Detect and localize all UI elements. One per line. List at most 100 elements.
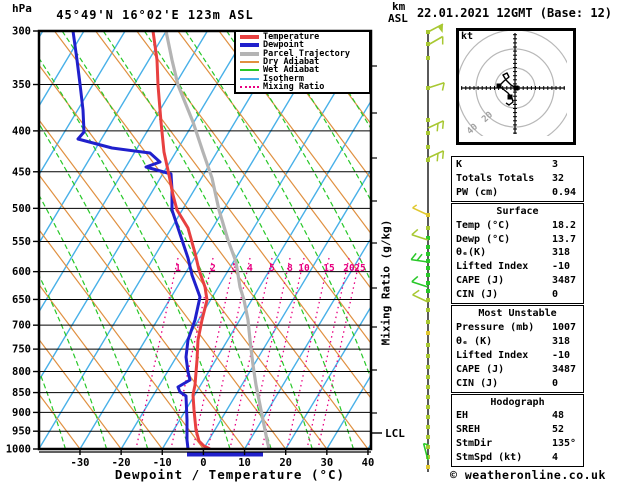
wet-adiabat-line [597, 31, 629, 449]
isotherm-line [79, 32, 332, 448]
pressure-tick-label: 700 [12, 320, 31, 332]
wet-adiabat-line [185, 32, 370, 378]
isotherm-line [40, 32, 208, 312]
mixing-ratio-line [261, 257, 305, 448]
table-row: Dewp (°C) 13.7 [452, 233, 583, 247]
wind-level-dot [426, 395, 430, 399]
isotherm-line [285, 307, 370, 448]
isotherm-line [40, 32, 249, 380]
table-row-label: Temp (°C) [456, 219, 511, 231]
isotherm-line [162, 101, 370, 448]
table-row: Totals Totals 32 [452, 172, 583, 186]
legend-label: Dry Adiabat [263, 57, 320, 68]
wind-level-dot [426, 435, 430, 439]
mixing-ratio-tick-label: 10 [298, 263, 310, 274]
mixing-ratio-tick-label: 2 [210, 263, 216, 274]
mixing-ratio-line [247, 257, 291, 448]
table-row-value: 0.94 [552, 186, 577, 198]
isotherm-line [326, 375, 370, 448]
legend-label: Parcel Trajectory [263, 48, 350, 59]
mixing-ratio-tick-label: 20 [343, 263, 355, 274]
pressure-tick-label: 500 [12, 203, 31, 215]
sounding-curves [71, 32, 271, 448]
wind-level-dot [426, 375, 430, 379]
table-row-label: SREH [456, 424, 481, 436]
wind-level-dot [426, 331, 430, 335]
wind-level-dot [426, 354, 430, 358]
temperature-tick-label: -30 [71, 457, 90, 469]
isotherm-line [120, 32, 370, 448]
wind-barb [410, 252, 429, 263]
legend-item: Mixing Ratio [240, 82, 369, 92]
dewpoint-curve [71, 32, 202, 448]
table-row-value: -10 [552, 261, 571, 273]
wind-barb [411, 275, 429, 288]
table-row-value: 32 [552, 172, 565, 184]
wind-level-dot [426, 289, 430, 293]
hodograph-trace-marker [513, 85, 519, 91]
table-row-label: K [456, 159, 463, 170]
isotherm-line [40, 32, 290, 448]
temperature-tick-label: -10 [153, 457, 172, 469]
altitude-unit-km: km [392, 0, 406, 13]
mixing-ratio-tick-label: 25 [354, 263, 366, 274]
pressure-tick-label: 400 [12, 125, 31, 137]
table-row-label: StmDir [456, 438, 493, 450]
pressure-tick-label: 600 [12, 266, 31, 278]
wind-level-dot [426, 320, 430, 324]
mixing-ratio-tick-label: 8 [287, 263, 293, 274]
table-row: θₑ (K) 318 [452, 335, 583, 349]
table-row-value: 3487 [552, 363, 577, 375]
wind-barb-column [410, 23, 445, 472]
wind-level-dot [426, 273, 430, 277]
wind-level-dot [426, 445, 430, 449]
table-row-value: 135° [552, 438, 577, 450]
wind-barb [427, 23, 444, 34]
pressure-tick-label: 450 [12, 166, 31, 178]
hodograph-trace-marker [507, 94, 513, 100]
wind-level-dot [426, 266, 430, 270]
dry-adiabat-line [40, 120, 286, 448]
wind-barb [427, 120, 445, 132]
table-row: Lifted Index -10 [452, 349, 583, 363]
hodograph-trace-marker [496, 83, 502, 89]
hodograph-ring-label: 20 [480, 110, 495, 125]
legend-swatch-dotted [240, 85, 259, 88]
wind-barb [427, 150, 445, 162]
mixing-ratio-line [286, 257, 330, 448]
parcel-trajectory-curve [164, 32, 271, 448]
wind-level-dot [426, 245, 430, 249]
wet-adiabat-line [40, 371, 66, 448]
mixing-ratio-tick-label: 5 [269, 263, 275, 274]
table-row-label: CAPE (J) [456, 275, 505, 287]
temperature-tick-label: 0 [200, 457, 206, 469]
table-row: Pressure (mb) 1007 [452, 321, 583, 335]
mixing-ratio-line [317, 257, 361, 448]
mixing-ratio-tick-label: 3 [232, 263, 238, 274]
altitude-axis-unit: km ASL [388, 1, 408, 25]
mixing-ratio-tick-label: 4 [247, 263, 253, 274]
temperature-tick-label: 20 [279, 457, 292, 469]
wind-level-dot [426, 415, 430, 419]
altitude-unit-asl: ASL [388, 12, 408, 25]
mixing-ratio-tick-label: 1 [175, 263, 181, 274]
legend-label: Isotherm [263, 73, 304, 84]
table-row-value: 4 [552, 452, 559, 464]
pressure-tick-label: 750 [12, 344, 31, 356]
table-row-value: -10 [552, 349, 571, 361]
wind-barb [427, 35, 444, 46]
legend-swatch-thin [240, 61, 259, 64]
pressure-axis-unit: hPa [12, 2, 32, 15]
table-row: CAPE (J) 3487 [452, 363, 583, 377]
legend-item: Isotherm [240, 73, 369, 84]
dry-adiabat-line [40, 230, 204, 448]
legend-item: Dry Adiabat [240, 57, 369, 68]
table-box: K 3 Totals Totals 32 PW (cm) 0.94 [451, 156, 584, 202]
table-row: PW (cm) 0.94 [452, 186, 583, 200]
wind-level-dot [426, 405, 430, 409]
table-title: Hodograph [490, 396, 545, 408]
table-row-label: θₑ(K) [456, 247, 487, 259]
temperature-tick-label: -20 [112, 457, 131, 469]
wet-adiabat-line [40, 58, 231, 448]
